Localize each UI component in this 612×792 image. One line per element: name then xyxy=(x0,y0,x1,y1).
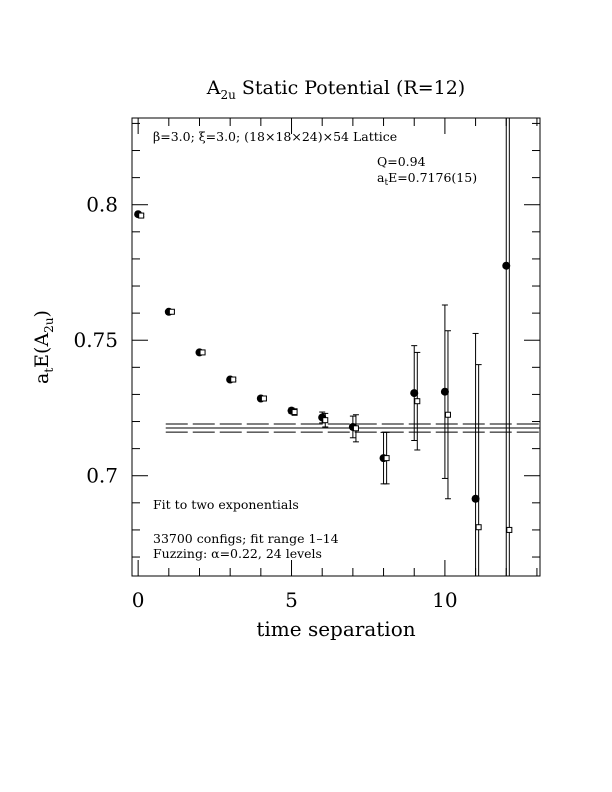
data-point-square xyxy=(475,524,482,531)
chart-title: A2u Static Potential (R=12) xyxy=(206,77,465,102)
data-point-circle xyxy=(440,387,449,396)
data-point-circle xyxy=(471,494,480,503)
y-axis-ticks: 0.7 0.75 0.8 xyxy=(73,122,540,558)
y-axis-label: atE(A2u) xyxy=(31,310,56,384)
data-point-square xyxy=(260,395,267,402)
x-tick-label: 5 xyxy=(285,588,298,612)
fit-energy-rest: E=0.7176(15) xyxy=(388,170,477,185)
y-label-mid: E(A xyxy=(31,333,53,368)
data-point-square xyxy=(168,308,175,315)
x-axis-ticks: 0 5 10 xyxy=(132,118,538,612)
y-label-end: ) xyxy=(31,310,53,317)
title-main: A xyxy=(206,77,221,99)
title-subscript: 2u xyxy=(220,88,236,102)
y-label-sub-2u: 2u xyxy=(42,317,56,333)
data-point-square xyxy=(138,212,145,219)
data-point-square xyxy=(199,349,206,356)
annotation-fit-energy: atE=0.7176(15) xyxy=(377,170,477,188)
y-tick-label: 0.7 xyxy=(86,464,118,488)
plot-frame xyxy=(131,117,541,577)
annotation-q-value: Q=0.94 xyxy=(377,154,426,169)
y-tick-label: 0.75 xyxy=(73,328,118,352)
annotation-fuzzing: Fuzzing: α=0.22, 24 levels xyxy=(153,546,322,561)
annotation-lattice: β=3.0; ξ=3.0; (18×18×24)×54 Lattice xyxy=(153,129,397,144)
x-tick-label: 10 xyxy=(432,588,457,612)
annotation-configs: 33700 configs; fit range 1–14 xyxy=(153,531,339,546)
data-point-square xyxy=(322,417,329,424)
fit-energy-a: a xyxy=(377,170,385,185)
fit-energy-sub: t xyxy=(384,178,388,188)
y-tick-label: 0.8 xyxy=(86,193,118,217)
y-label-a: a xyxy=(31,373,53,384)
x-tick-label: 0 xyxy=(132,588,145,612)
data-point-square xyxy=(383,455,390,462)
title-rest: Static Potential (R=12) xyxy=(236,77,465,99)
data-point-square xyxy=(506,526,513,533)
data-point-square xyxy=(444,411,451,418)
data-marks xyxy=(134,118,513,576)
data-point-circle xyxy=(502,261,511,270)
data-point-square xyxy=(291,409,298,416)
data-point-square xyxy=(414,398,421,405)
data-point-square xyxy=(230,376,237,383)
data-point-circle xyxy=(410,389,419,398)
x-axis-label: time separation xyxy=(256,617,415,641)
annotation-fit-method: Fit to two exponentials xyxy=(153,497,299,512)
y-label-sub-t: t xyxy=(42,368,56,373)
data-point-square xyxy=(352,425,359,432)
